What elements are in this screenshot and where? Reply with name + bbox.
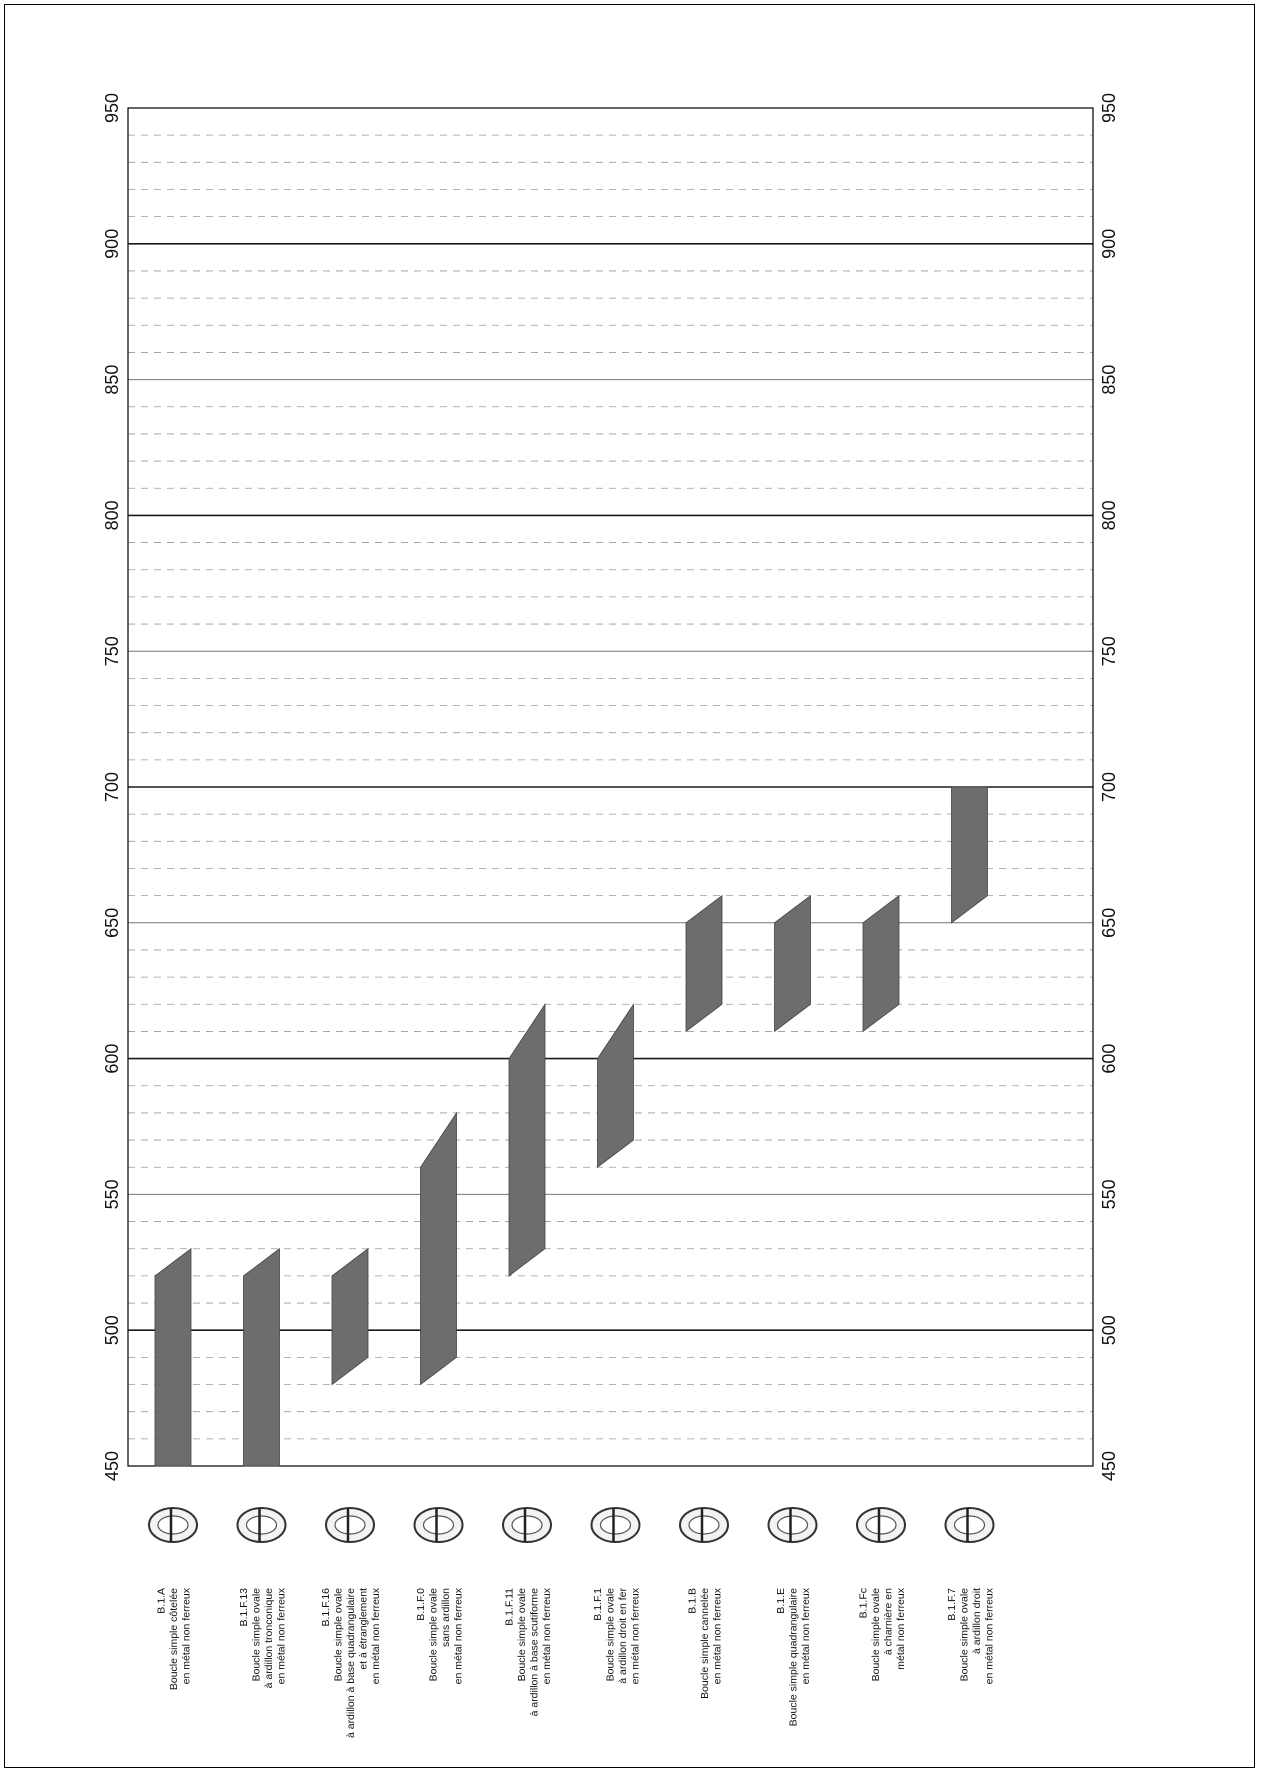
- y-tick-label-right: 450: [1099, 1451, 1119, 1481]
- bar-B.1.F.16: [331, 1247, 369, 1386]
- y-tick-label-right: 650: [1099, 908, 1119, 938]
- y-tick-label-right: 950: [1099, 93, 1119, 123]
- category-code-label: B.1.B: [687, 1588, 699, 1614]
- category-code-label: B.1.F.0: [415, 1588, 427, 1621]
- y-tick-label-left: 700: [102, 772, 122, 802]
- buckle-opening-icon: [953, 1515, 986, 1535]
- buckle-opening-icon: [599, 1515, 632, 1535]
- category-description-label: à ardillon à base scutiforme: [528, 1588, 540, 1717]
- category-description-label: Boucle simple ovale: [604, 1588, 616, 1682]
- page-border: [4, 4, 1255, 1768]
- bar-B.1.F.13: [243, 1247, 280, 1467]
- category-description-label: en métal non ferreux: [275, 1587, 287, 1684]
- plot-area-border: [127, 107, 1094, 1467]
- category-description-label: Boucle simple ovale: [958, 1588, 970, 1682]
- buckle-opening-icon: [776, 1515, 809, 1535]
- y-tick-label-left: 850: [102, 365, 122, 395]
- y-tick-label-right: 600: [1099, 1044, 1119, 1074]
- category-description-label: à charnière en: [882, 1588, 894, 1655]
- category-description-label: à ardillon droit en fer: [617, 1588, 629, 1684]
- y-tick-label-left: 950: [102, 93, 122, 123]
- y-tick-label-left: 800: [102, 500, 122, 530]
- y-tick-label-right: 900: [1099, 229, 1119, 259]
- category-code-label: B.1.F.16: [320, 1588, 332, 1627]
- category-code-label: B.1.F.7: [946, 1588, 958, 1621]
- category-description-label: et à étranglement: [358, 1588, 370, 1670]
- bar-B.1.A: [154, 1247, 192, 1467]
- y-tick-label-left: 600: [102, 1044, 122, 1074]
- y-tick-label-left: 550: [102, 1179, 122, 1209]
- category-code-label: B.1.F.13: [238, 1588, 250, 1627]
- category-description-label: Boucle simple ovale: [250, 1588, 262, 1682]
- category-description-label: en métal non ferreux: [181, 1587, 193, 1684]
- category-description-label: sans ardillon: [440, 1588, 452, 1647]
- y-tick-label-right: 800: [1099, 500, 1119, 530]
- category-description-label: Boucle simple ovale: [516, 1588, 528, 1682]
- category-code-label: B.1.A: [156, 1588, 168, 1614]
- buckle-opening-icon: [334, 1515, 366, 1535]
- buckle-opening-icon: [511, 1515, 543, 1535]
- category-description-label: en métal non ferreux: [800, 1587, 812, 1684]
- bar-B.1.E: [774, 894, 811, 1033]
- bar-B.1.B: [685, 894, 723, 1033]
- category-description-label: en métal non ferreux: [983, 1587, 995, 1684]
- category-description-label: Boucle simple côtelée: [168, 1588, 180, 1690]
- category-description-label: à ardillon tronconique: [263, 1588, 275, 1689]
- category-description-label: Boucle simple quadrangulaire: [788, 1588, 800, 1726]
- y-tick-label-left: 900: [102, 229, 122, 259]
- bar-B.1.F.11: [508, 1002, 546, 1277]
- bar-B.1.F.7: [951, 786, 988, 924]
- category-code-label: B.1.F.11: [503, 1588, 515, 1626]
- bar-B.1.F.0: [420, 1111, 457, 1386]
- y-tick-label-right: 850: [1099, 365, 1119, 395]
- buckle-opening-icon: [422, 1515, 455, 1535]
- y-tick-label-left: 450: [102, 1451, 122, 1481]
- y-tick-label-right: 700: [1099, 772, 1119, 802]
- category-code-label: B.1.E: [775, 1588, 787, 1614]
- buckle-opening-icon: [157, 1515, 189, 1535]
- category-description-label: en métal non ferreux: [712, 1587, 724, 1684]
- category-code-label: B.1.Fc: [857, 1588, 869, 1618]
- y-tick-label-right: 500: [1099, 1315, 1119, 1345]
- y-tick-label-left: 650: [102, 908, 122, 938]
- category-description-label: en métal non ferreux: [370, 1587, 382, 1684]
- category-description-label: en métal non ferreux: [452, 1587, 464, 1684]
- y-tick-label-right: 750: [1099, 636, 1119, 666]
- category-description-label: Boucle simple ovale: [870, 1588, 882, 1682]
- category-description-label: à ardillon droit: [971, 1588, 983, 1654]
- category-description-label: à ardillon à base quadrangulaire: [345, 1588, 357, 1738]
- category-code-label: B.1.F.1: [592, 1588, 604, 1621]
- buckle-opening-icon: [245, 1515, 278, 1535]
- category-description-label: Boucle simple ovale: [333, 1588, 345, 1682]
- y-tick-label-left: 500: [102, 1315, 122, 1345]
- category-description-label: Boucle simple cannelée: [699, 1588, 711, 1699]
- y-tick-label-right: 550: [1099, 1179, 1119, 1209]
- category-description-label: en métal non ferreux: [541, 1587, 553, 1684]
- category-description-label: métal non ferreux: [895, 1587, 907, 1669]
- buckle-opening-icon: [865, 1515, 897, 1535]
- category-description-label: Boucle simple ovale: [427, 1588, 439, 1682]
- buckle-opening-icon: [688, 1515, 720, 1535]
- bar-B.1.Fc: [862, 894, 900, 1033]
- category-description-label: en métal non ferreux: [629, 1587, 641, 1684]
- y-tick-label-left: 750: [102, 636, 122, 666]
- bar-B.1.F.1: [597, 1002, 634, 1169]
